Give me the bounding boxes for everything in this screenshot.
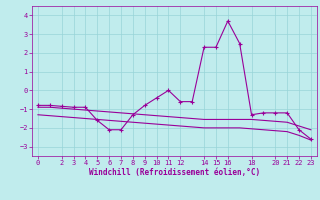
X-axis label: Windchill (Refroidissement éolien,°C): Windchill (Refroidissement éolien,°C) bbox=[89, 168, 260, 177]
